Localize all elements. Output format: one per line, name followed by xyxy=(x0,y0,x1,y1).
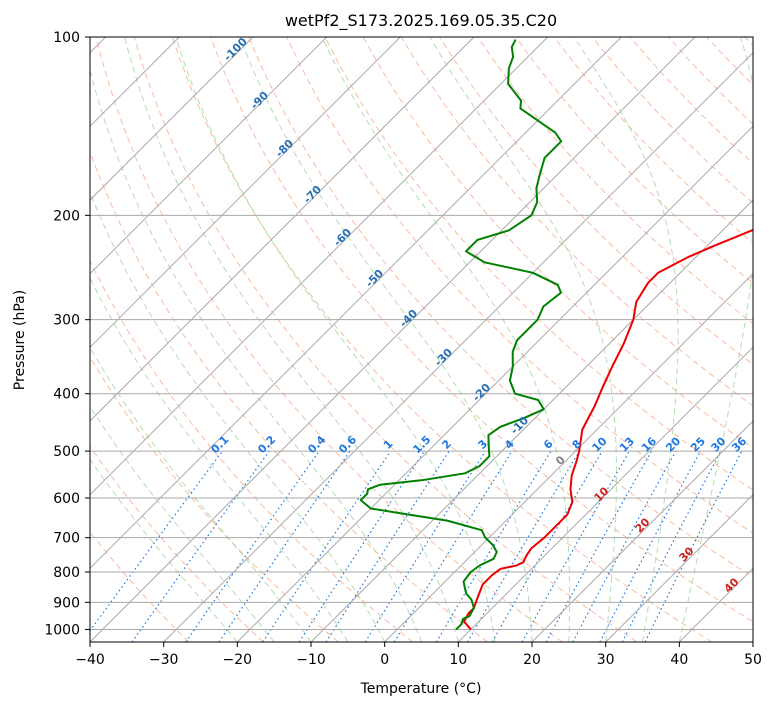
isotherm-line xyxy=(384,272,753,642)
moist-adiabat-line xyxy=(90,190,386,642)
x-tick-label: −40 xyxy=(75,652,105,668)
temperature-profile-line xyxy=(463,228,753,631)
moist-adiabat-line xyxy=(321,37,571,642)
profiles xyxy=(359,39,753,631)
y-tick-label: 700 xyxy=(53,531,80,547)
mixing-ratio-line xyxy=(599,450,702,642)
x-tick-label: 50 xyxy=(744,652,762,668)
dry-adiabat-line xyxy=(210,37,753,623)
dry-adiabat-line xyxy=(171,37,712,642)
moist-adiabat-line xyxy=(573,37,679,642)
isotherm-line xyxy=(90,37,549,496)
mixing-ratio-line xyxy=(218,450,351,642)
isotherm-line xyxy=(163,51,753,642)
y-tick-label: 1000 xyxy=(44,622,80,638)
dry-adiabat-line xyxy=(248,37,753,578)
dry-adiabat-line xyxy=(286,37,753,534)
chart-title: wetPf2_S173.2025.169.05.35.C20 xyxy=(285,11,557,31)
moist-adiabat-line xyxy=(90,405,275,642)
mixing-ratio-line xyxy=(466,450,580,642)
y-tick-label: 200 xyxy=(53,208,80,224)
mixing-ratio-line xyxy=(298,450,425,642)
dry-adiabat-line xyxy=(90,259,414,642)
y-tick-label: 400 xyxy=(53,387,80,403)
dry-adiabat-line xyxy=(515,37,753,284)
dry-adiabat-line xyxy=(133,37,638,642)
moist-adiabats xyxy=(90,37,753,642)
mixing-ratio-line xyxy=(185,450,320,642)
isotherm-line xyxy=(236,125,753,642)
y-axis-ticks: 100 200 300 400 500 600 700 800 900 1000 xyxy=(44,30,90,638)
y-tick-label: 300 xyxy=(53,313,80,329)
isotherm-line xyxy=(605,493,753,642)
moist-adiabat-line xyxy=(90,458,238,642)
moist-adiabat-line xyxy=(90,67,422,642)
x-axis-ticks: −40 −30 −20 −10 0 10 20 30 40 50 xyxy=(75,642,762,668)
isotherm-line xyxy=(90,37,622,570)
isotherm-line xyxy=(310,199,753,642)
moist-adiabat-line xyxy=(678,37,753,642)
moist-adiabat-line xyxy=(175,37,496,642)
dry-adiabat-line xyxy=(324,37,753,491)
x-tick-label: 0 xyxy=(380,652,389,668)
moist-adiabat-line xyxy=(239,37,533,642)
y-tick-label: 800 xyxy=(53,565,80,581)
x-tick-label: 20 xyxy=(523,652,541,668)
isotherm-line xyxy=(457,346,753,642)
x-tick-label: −20 xyxy=(223,652,253,668)
dry-adiabat-line xyxy=(90,445,264,642)
x-tick-label: 10 xyxy=(449,652,467,668)
isotherm-line xyxy=(90,37,328,275)
x-axis-label: Temperature (°C) xyxy=(360,681,482,697)
y-tick-label: 100 xyxy=(53,30,80,46)
isotherms xyxy=(90,37,753,642)
isotherm-line xyxy=(90,37,475,422)
y-tick-label: 600 xyxy=(53,491,80,507)
moist-adiabat-line xyxy=(90,277,349,642)
isotherm-line xyxy=(531,420,753,642)
plot-area: -100-90-80-70-60-50-40-30-20-100.1 0.2 0.4… xyxy=(90,37,753,642)
isotherm-line xyxy=(90,37,401,349)
mixing-ratio-line xyxy=(325,450,450,642)
mixing-ratio-line xyxy=(364,450,486,642)
y-tick-label: 900 xyxy=(53,595,80,611)
x-tick-label: 40 xyxy=(670,652,688,668)
x-tick-label: −10 xyxy=(296,652,326,668)
plot-frame xyxy=(89,36,754,643)
x-tick-label: −30 xyxy=(149,652,179,668)
y-tick-label: 500 xyxy=(53,444,80,460)
mixing-ratio-line xyxy=(262,450,392,642)
isotherm-line xyxy=(90,37,254,201)
x-tick-label: 30 xyxy=(597,652,615,668)
mixing-ratio-line xyxy=(572,450,677,642)
dry-adiabat-line xyxy=(95,37,563,642)
isotherm-line xyxy=(90,37,696,642)
moist-adiabat-line xyxy=(124,37,459,642)
dewpoint-profile-line xyxy=(359,39,563,631)
y-axis-label: Pressure (hPa) xyxy=(12,290,28,390)
moist-adiabat-line xyxy=(429,37,617,642)
isobars xyxy=(90,37,753,630)
